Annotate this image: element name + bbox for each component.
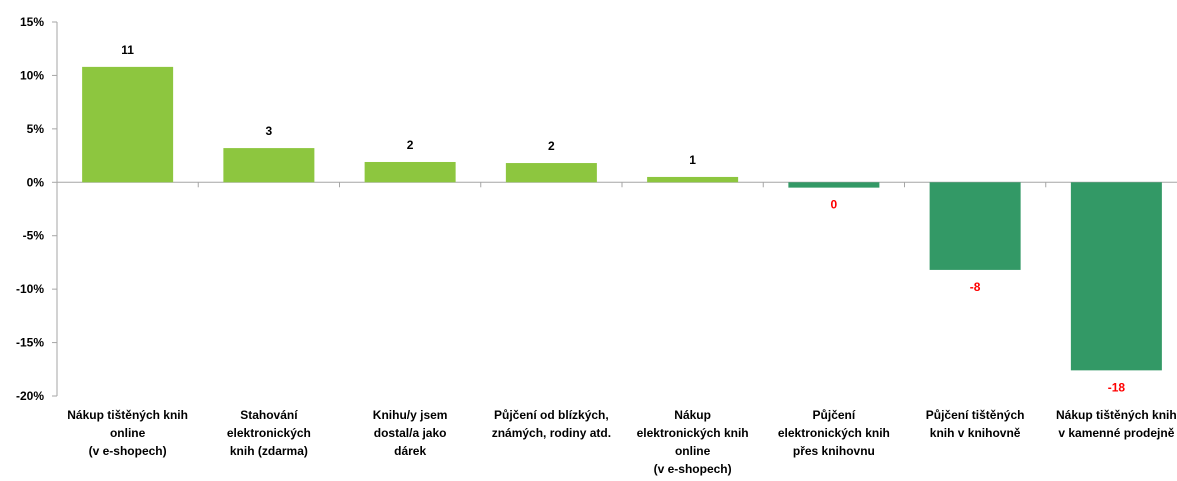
category-label-line: online xyxy=(675,444,711,458)
category-label-line: Stahování xyxy=(240,408,298,422)
category-label-line: (v e-shopech) xyxy=(89,444,167,458)
bar-2 xyxy=(223,148,314,182)
category-label-line: dárek xyxy=(394,444,426,458)
y-tick-label: -10% xyxy=(16,282,44,296)
y-tick-label: -15% xyxy=(16,336,44,350)
category-label-4: Půjčení od blízkých, známých, rodiny atd. xyxy=(492,408,611,440)
category-label-line: Půjčení xyxy=(813,408,856,422)
category-label-line: elektronických knih xyxy=(778,426,890,440)
bar-8 xyxy=(1071,182,1162,370)
category-label-line: knih v knihovně xyxy=(930,426,1021,440)
category-label-line: elektronických knih xyxy=(637,426,749,440)
data-label-3: 2 xyxy=(407,138,414,152)
y-tick-label: -20% xyxy=(16,389,44,403)
bar-5 xyxy=(647,177,738,182)
category-label-line: přes knihovnu xyxy=(793,444,875,458)
y-tick-label: 15% xyxy=(20,15,44,29)
category-label-line: Nákup tištěných knih xyxy=(1056,408,1177,422)
data-label-7: -8 xyxy=(970,280,981,294)
chart-category-labels: Nákup tištěných knih online (v e-shopech) S… xyxy=(67,408,1176,476)
category-label-line: Půjčení tištěných xyxy=(926,408,1025,422)
category-label-line: Půjčení od blízkých, xyxy=(494,408,609,422)
category-label-1: Nákup tištěných knih online (v e-shopech) xyxy=(67,408,188,458)
category-label-8: Nákup tištěných knih v kamenné prodejně xyxy=(1056,408,1177,440)
data-label-6: 0 xyxy=(831,198,838,212)
category-label-6: Půjčení elektronických knih přes knihovnu xyxy=(778,408,890,458)
category-label-line: knih (zdarma) xyxy=(230,444,308,458)
chart-bars xyxy=(82,67,1162,370)
data-label-5: 1 xyxy=(689,153,696,167)
category-label-line: Nákup tištěných knih xyxy=(67,408,188,422)
category-label-line: online xyxy=(110,426,146,440)
bar-7 xyxy=(930,182,1021,270)
y-tick-label: 5% xyxy=(27,122,45,136)
bar-6 xyxy=(788,182,879,187)
category-label-5: Nákup elektronických knih online (v e-shope… xyxy=(637,408,749,476)
bar-3 xyxy=(365,162,456,182)
category-label-7: Půjčení tištěných knih v knihovně xyxy=(926,408,1025,440)
category-label-line: Nákup xyxy=(674,408,711,422)
y-tick-label: 0% xyxy=(27,175,45,189)
category-label-line: dostal/a jako xyxy=(374,426,447,440)
bar-4 xyxy=(506,163,597,182)
y-tick-label: 10% xyxy=(20,68,44,82)
category-label-2: Stahování elektronických knih (zdarma) xyxy=(227,408,311,458)
data-label-4: 2 xyxy=(548,139,555,153)
y-tick-label: -5% xyxy=(23,229,45,243)
data-label-8: -18 xyxy=(1108,380,1126,394)
bar-1 xyxy=(82,67,173,182)
category-label-line: (v e-shopech) xyxy=(654,462,732,476)
data-label-2: 3 xyxy=(266,124,273,138)
category-label-line: Knihu/y jsem xyxy=(373,408,448,422)
data-label-1: 11 xyxy=(121,43,134,57)
category-label-3: Knihu/y jsem dostal/a jako dárek xyxy=(373,408,448,458)
category-label-line: známých, rodiny atd. xyxy=(492,426,611,440)
category-label-line: elektronických xyxy=(227,426,311,440)
category-label-line: v kamenné prodejně xyxy=(1058,426,1174,440)
